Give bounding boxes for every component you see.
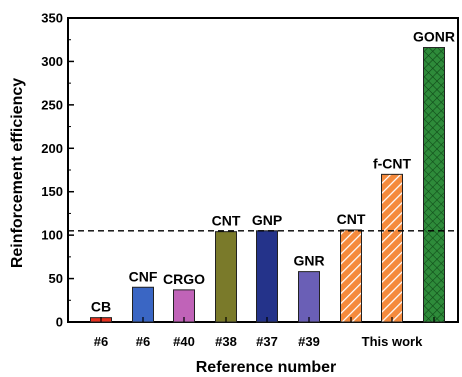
y-tick-label: 300	[41, 54, 63, 69]
bar	[298, 271, 320, 323]
bar	[256, 230, 278, 323]
x-tick-label: This work	[362, 334, 423, 349]
y-tick-label: 0	[56, 315, 63, 330]
bar	[423, 47, 445, 323]
plot-area: 0 50 100 150 200 250 300 350 CB CNF CRGO CNT GNP GNR C…	[41, 11, 459, 349]
x-tick-label: #37	[256, 334, 278, 349]
x-tick-label: #39	[298, 334, 320, 349]
bar	[215, 231, 237, 323]
bar-data-label: GNP	[252, 212, 282, 228]
y-tick-label: 150	[41, 184, 63, 199]
bar-data-label: GONR	[413, 29, 455, 45]
y-axis-label: Reinforcement efficiency	[9, 78, 26, 268]
x-tick-label: #38	[215, 334, 237, 349]
bar-data-label: GNR	[293, 253, 324, 269]
bar-data-label: CRGO	[163, 271, 205, 287]
bar-data-label: CB	[91, 299, 111, 315]
y-tick-label: 250	[41, 97, 63, 112]
y-tick-label: 200	[41, 141, 63, 156]
bar-data-label: CNF	[129, 268, 158, 284]
bar-data-label: f-CNT	[373, 155, 412, 171]
bar	[381, 173, 403, 323]
x-tick-label: #6	[94, 334, 108, 349]
y-tick-label: 50	[49, 271, 63, 286]
x-tick-label: #40	[173, 334, 195, 349]
y-tick-label: 100	[41, 228, 63, 243]
bar-data-label: CNT	[212, 213, 241, 229]
x-axis-label: Reference number	[196, 359, 337, 376]
bar-data-label: CNT	[337, 211, 366, 227]
bar	[132, 286, 154, 323]
y-tick-label: 350	[41, 11, 63, 26]
bar	[340, 229, 362, 323]
x-tick-label: #6	[136, 334, 150, 349]
